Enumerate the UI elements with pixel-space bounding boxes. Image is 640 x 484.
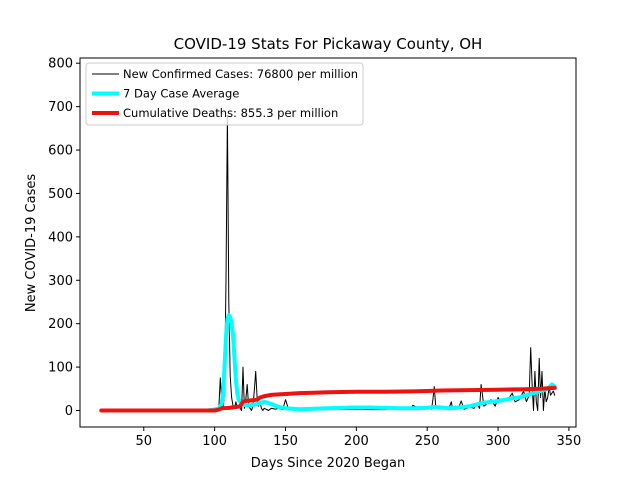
legend-label: 7 Day Case Average: [123, 87, 239, 101]
y-tick-label: 100: [48, 361, 73, 376]
x-tick-label: 200: [344, 434, 369, 449]
x-axis-label: Days Since 2020 Began: [251, 456, 406, 471]
y-tick-label: 400: [48, 230, 73, 245]
axes: 50 100 150 200 250 300 350 0 100 200 300 400 500 600 7…: [48, 57, 581, 449]
chart-title: COVID-19 Stats For Pickaway County, OH: [174, 35, 483, 53]
legend: New Confirmed Cases: 76800 per million 7 …: [85, 62, 364, 126]
y-tick-label: 700: [48, 100, 73, 115]
x-tick-label: 250: [415, 434, 440, 449]
y-tick-label: 600: [48, 144, 73, 159]
y-tick-label: 500: [48, 187, 73, 202]
x-tick-label: 350: [557, 434, 582, 449]
series-line-2: [205, 313, 557, 413]
y-tick-label: 300: [48, 274, 73, 289]
y-tick-label: 800: [48, 57, 73, 72]
plot-frame: [79, 57, 577, 428]
y-axis-label: New COVID-19 Cases: [24, 174, 39, 312]
y-tick-label: 200: [48, 317, 73, 332]
x-tick-label: 150: [273, 434, 298, 449]
plot-area: [99, 114, 557, 413]
legend-box: [85, 62, 364, 126]
series-line-3: [99, 385, 557, 413]
x-tick-label: 100: [202, 434, 227, 449]
x-tick-label: 50: [135, 434, 152, 449]
legend-label: New Confirmed Cases: 76800 per million: [123, 67, 358, 81]
x-tick-label: 300: [486, 434, 511, 449]
legend-label: Cumulative Deaths: 855.3 per million: [123, 106, 338, 120]
y-tick-label: 0: [65, 404, 73, 419]
